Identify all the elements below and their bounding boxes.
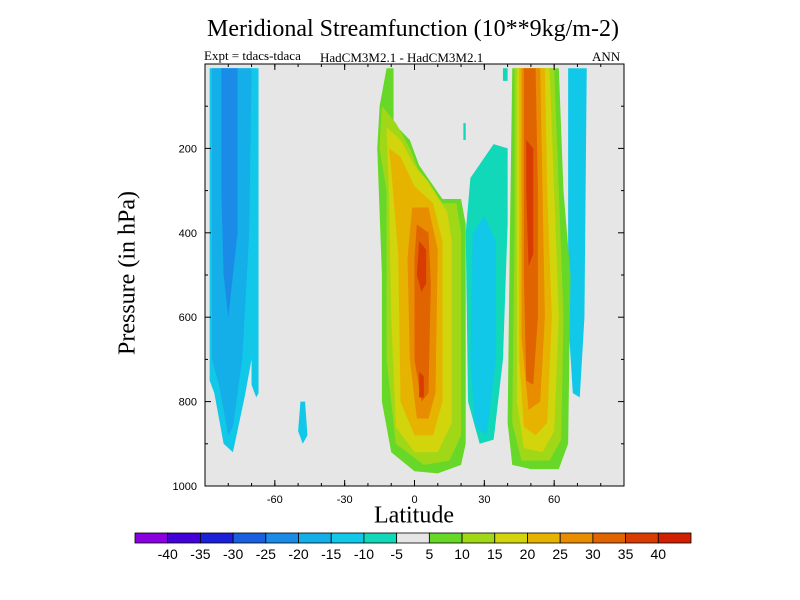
season-label: ANN xyxy=(592,49,621,64)
colorbar-swatch xyxy=(657,532,692,544)
colorbar-label: 5 xyxy=(425,546,433,562)
x-tick-label: 30 xyxy=(478,494,490,506)
models-label: HadCM3M2.1 - HadCM3M2.1 xyxy=(320,50,484,65)
neg-south-band xyxy=(251,68,259,398)
colorbar-swatch xyxy=(625,532,659,544)
colorbar-label: 25 xyxy=(552,546,568,562)
colorbar-swatch xyxy=(330,532,365,544)
pos-nm-35 xyxy=(526,139,534,267)
colorbar-swatch xyxy=(232,532,267,544)
neg-small-mark-b xyxy=(463,123,466,140)
colorbar-swatch xyxy=(428,532,463,544)
neg-far-south-core xyxy=(221,68,238,318)
contour-fills xyxy=(209,68,587,474)
colorbar-swatch xyxy=(265,532,299,544)
neg-subtropics-core xyxy=(470,215,496,436)
colorbar-label: -20 xyxy=(288,546,308,562)
colorbar-label: 35 xyxy=(618,546,634,562)
colorbar-swatch xyxy=(134,532,169,544)
colorbar-swatch xyxy=(494,532,528,544)
colorbar-label: -35 xyxy=(190,546,210,562)
neg-small-mark-a xyxy=(502,68,508,81)
y-tick-label: 600 xyxy=(179,312,197,324)
colorbar-label: -5 xyxy=(390,546,403,562)
y-tick-label: 1000 xyxy=(173,481,197,493)
axis-ticks: -60 -30 0 30 60 200 400 600 800 1000 xyxy=(173,64,624,506)
colorbar-swatch xyxy=(559,532,594,544)
colorbar-label: -10 xyxy=(354,546,374,562)
x-axis-label: Latitude xyxy=(374,502,454,529)
colorbar-swatch xyxy=(592,532,626,544)
experiment-label: Expt = tdacs-tdaca xyxy=(204,48,301,63)
colorbar-swatch xyxy=(461,532,496,544)
x-tick-label: -60 xyxy=(267,494,283,506)
colorbar-label: 30 xyxy=(585,546,601,562)
y-tick-label: 200 xyxy=(179,143,197,155)
x-tick-label: 0 xyxy=(411,494,417,506)
y-tick-label: 800 xyxy=(179,397,197,409)
colorbar-label: 20 xyxy=(520,546,536,562)
y-tick-label: 400 xyxy=(179,228,197,240)
colorbar-swatch xyxy=(298,532,332,544)
colorbar-label: -40 xyxy=(158,546,178,562)
pos-eq-35-low xyxy=(419,372,424,398)
colorbar-label: 10 xyxy=(454,546,470,562)
colorbar-label: -15 xyxy=(321,546,341,562)
chart-title: Meridional Streamfunction (10**9kg/m-2) xyxy=(207,16,619,42)
neg-north-band xyxy=(568,68,587,398)
colorbar-label: -30 xyxy=(223,546,243,562)
colorbar-swatch xyxy=(200,532,234,544)
colorbar-swatch xyxy=(527,532,561,544)
colorbar-label: -25 xyxy=(256,546,276,562)
colorbar: -40 -35 -30 -25 -20 -15 -10 -5 5 10 15 20 25 30 35 40 xyxy=(134,532,692,562)
x-tick-label: -30 xyxy=(337,494,353,506)
colorbar-label: 15 xyxy=(487,546,503,562)
pos-eq-35 xyxy=(416,241,427,292)
colorbar-label: 40 xyxy=(651,546,667,562)
neg-south-blob xyxy=(298,401,308,444)
x-tick-label: 60 xyxy=(548,494,560,506)
colorbar-swatch xyxy=(396,532,430,544)
colorbar-swatch xyxy=(167,532,201,544)
colorbar-swatch xyxy=(363,532,398,544)
